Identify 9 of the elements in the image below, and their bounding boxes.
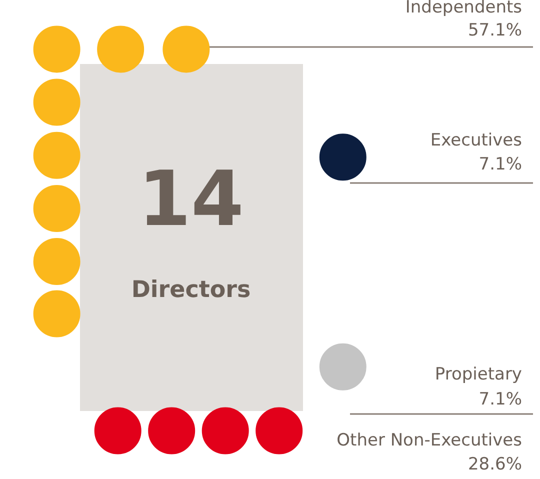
text: Directors [131,276,251,303]
data-label: 57.1% [468,20,522,40]
category-label: Executives [430,130,522,150]
category-label: Propietary [434,364,522,384]
data-label: 7.1% [478,154,522,174]
data-label: 7.1% [478,389,522,410]
text: 14 [138,154,244,243]
data-label: 28.6% [468,454,522,474]
category-label: Other Non-Executives [336,430,522,450]
